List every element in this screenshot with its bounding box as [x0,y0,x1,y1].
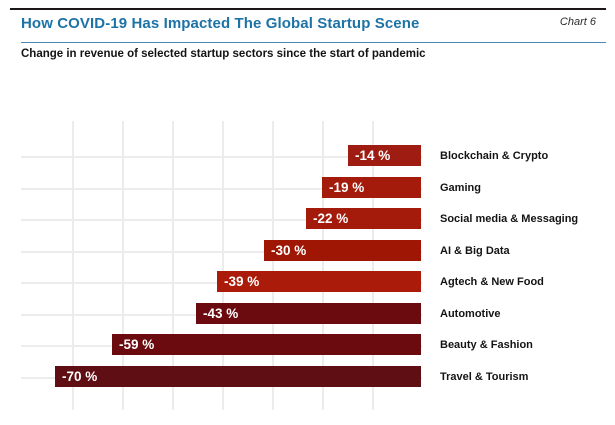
bar-category-label: Beauty & Fashion [440,339,533,352]
vertical-gridline [372,121,374,410]
title-underline-rule [21,42,606,43]
vertical-gridline [72,121,74,410]
chart-number-label: Chart 6 [559,16,596,28]
vertical-gridline [172,121,174,410]
bar-gaming: -19 % [322,176,421,198]
vertical-gridline [322,121,324,410]
bar-category-label: Social media & Messaging [440,213,579,226]
bar-blockchain-crypto: -14 % [348,145,421,166]
horizontal-gridline [21,187,422,190]
bar-automotive: -43 % [196,302,421,324]
bar-category-label: AI & Big Data [440,244,510,257]
vertical-gridline [222,121,224,410]
bar-agtech-new-food: -39 % [217,271,421,293]
bar-value-label: -22 % [313,211,349,227]
bar-social-media-messaging: -22 % [306,208,421,230]
bar-category-label: Agtech & New Food [440,276,544,289]
bar-beauty-fashion: -59 % [112,334,421,356]
horizontal-gridline [21,250,422,253]
bar-value-label: -43 % [203,305,239,321]
bar-value-label: -30 % [271,242,307,258]
bar-value-label: -70 % [62,368,98,384]
top-rule [10,8,606,10]
vertical-gridline [122,121,124,410]
bar-value-label: -19 % [329,179,365,195]
bar-travel-tourism: -70 % [55,365,421,387]
bar-value-label: -39 % [224,274,260,290]
bar-category-label: Automotive [440,307,501,320]
bar-value-label: -14 % [355,148,391,163]
bar-category-label: Blockchain & Crypto [440,150,549,162]
bar-ai-big-data: -30 % [264,239,421,261]
page-title: How COVID-19 Has Impacted The Global Sta… [21,15,420,32]
vertical-gridline [272,121,274,410]
horizontal-gridline [21,219,422,222]
bar-value-label: -59 % [119,337,155,353]
page-subtitle: Change in revenue of selected startup se… [21,48,426,60]
bar-category-label: Gaming [440,181,481,194]
bar-category-label: Travel & Tourism [440,370,529,383]
horizontal-gridline [21,156,422,158]
